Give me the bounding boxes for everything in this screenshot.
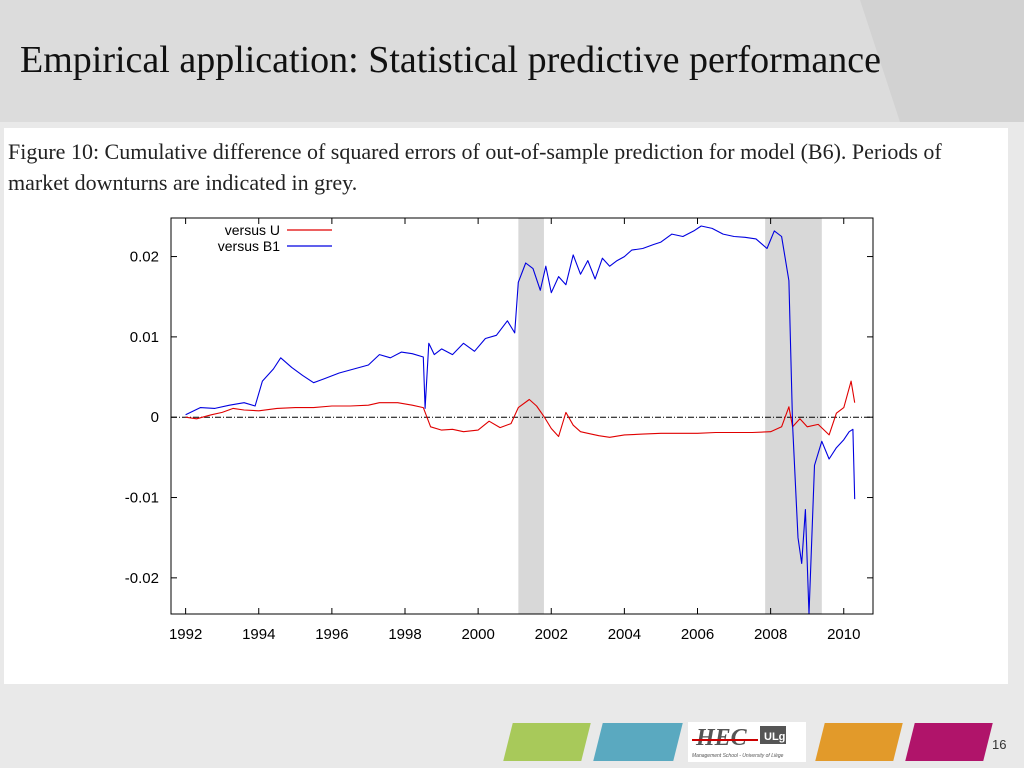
series-line-versus-u xyxy=(185,380,856,438)
x-tick-label-1996: 1996 xyxy=(315,626,348,643)
x-tick-label-1992: 1992 xyxy=(169,626,202,643)
figure-caption: Figure 10: Cumulative difference of squa… xyxy=(8,139,942,195)
footer-strip-teal xyxy=(593,723,683,761)
footer-strip-magenta xyxy=(905,723,993,761)
x-tick-label-2000: 2000 xyxy=(461,626,494,643)
y-tick-label--0.01: -0.01 xyxy=(125,490,159,507)
plot-frame xyxy=(170,217,874,615)
x-tick-label-1994: 1994 xyxy=(242,626,275,643)
x-tick-label-1998: 1998 xyxy=(388,626,421,643)
series-line-versus-b1 xyxy=(185,225,856,615)
page-number: 16 xyxy=(992,737,1007,752)
x-tick-label-2008: 2008 xyxy=(754,626,787,643)
x-tick-label-2004: 2004 xyxy=(608,626,641,643)
slide-title: Empirical application: Statistical predi… xyxy=(20,39,881,81)
hec-logo-subtitle: Management School - University of Liège xyxy=(692,753,784,759)
hec-logo-text: HEC xyxy=(695,725,748,751)
footer-strip-green xyxy=(503,723,591,761)
hec-logo: HEC ULg Management School - University o… xyxy=(688,722,806,762)
shaded-period-1 xyxy=(518,218,544,614)
footer-strip-orange xyxy=(815,723,903,761)
legend-label-1: versus U xyxy=(225,222,280,238)
line-chart: 1992 1994 1996 1998 2000 2002 2004 2006 2008 2010… xyxy=(125,217,874,643)
legend-label-2: versus B1 xyxy=(218,238,280,254)
figure-panel: Figure 10: Cumulative difference of squa… xyxy=(4,128,1008,684)
footer xyxy=(0,715,1024,768)
hec-logo-badge: ULg xyxy=(764,731,785,743)
shaded-period-2 xyxy=(765,218,822,614)
x-tick-label-2006: 2006 xyxy=(681,626,714,643)
x-tick-label-2010: 2010 xyxy=(827,626,860,643)
y-tick-label-0.02: 0.02 xyxy=(130,249,159,266)
y-tick-label-0.01: 0.01 xyxy=(130,329,159,346)
x-tick-label-2002: 2002 xyxy=(535,626,568,643)
y-tick-label--0.02: -0.02 xyxy=(125,570,159,587)
y-tick-label-0: 0 xyxy=(151,409,159,426)
